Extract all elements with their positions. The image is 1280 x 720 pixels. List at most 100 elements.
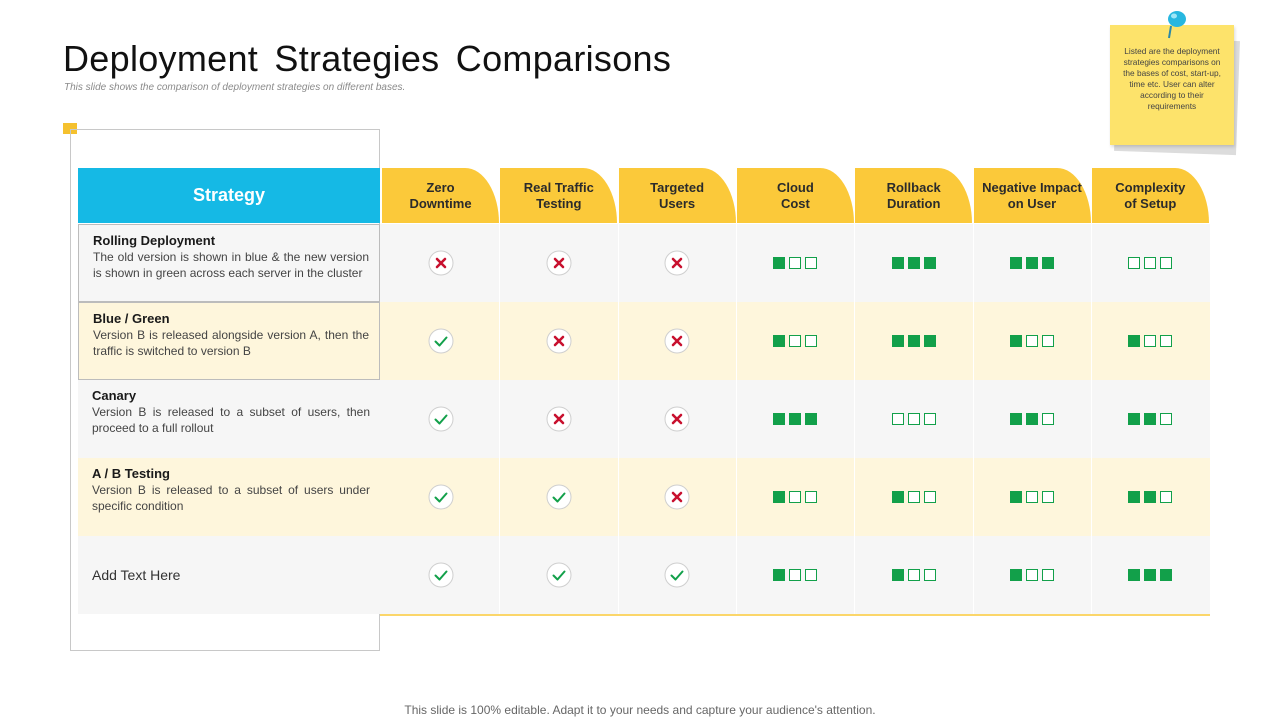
strategy-description: Version B is released to a subset of use…: [92, 483, 370, 513]
rating-square-empty: [1144, 257, 1157, 269]
rating-square-empty: [789, 569, 802, 581]
rating-squares: [891, 413, 936, 425]
check-icon: [428, 562, 453, 588]
check-icon: [428, 406, 453, 432]
rating-square-empty: [1160, 335, 1173, 347]
cross-icon: [546, 406, 572, 432]
cross-icon: [664, 484, 690, 510]
strategy-name: Blue / Green: [93, 311, 170, 326]
rating-square-empty: [1160, 413, 1173, 425]
rating-square-empty: [1144, 335, 1157, 347]
rating-square-empty: [805, 257, 818, 269]
cross-icon: [664, 328, 690, 354]
rating-cell: [1092, 380, 1209, 458]
page-title: Deployment Strategies Comparisons: [63, 38, 672, 79]
rating-cell: [1092, 536, 1209, 614]
column-divider: [854, 224, 856, 614]
rating-squares: [773, 335, 818, 347]
column-divider: [1090, 224, 1092, 614]
rating-cell: [737, 458, 854, 536]
rating-squares: [1128, 413, 1173, 425]
page-subtitle: This slide shows the comparison of deplo…: [64, 82, 406, 93]
rating-cell: [855, 224, 972, 302]
rating-square-empty: [1026, 491, 1038, 503]
rating-square-filled: [773, 257, 786, 269]
rating-square-empty: [789, 491, 802, 503]
rating-cell: [974, 302, 1091, 380]
rating-squares: [1010, 491, 1054, 503]
strategy-description: The old version is shown in blue & the n…: [93, 250, 369, 280]
rating-squares: [1128, 335, 1173, 347]
rating-square-empty: [1026, 569, 1038, 581]
sticky-note-text: Listed are the deployment strategies com…: [1123, 46, 1221, 111]
column-divider: [499, 224, 501, 614]
rating-squares: [1010, 257, 1054, 269]
rating-square-empty: [805, 569, 818, 581]
strategy-name: A / B Testing: [92, 466, 170, 481]
check-icon: [546, 562, 572, 588]
rating-square-filled: [1010, 491, 1022, 503]
accent-square: [63, 123, 77, 134]
header-col-sublabel: of Setup: [1124, 195, 1177, 211]
header-col-2: Real Traffic Testing: [500, 168, 618, 223]
rating-square-empty: [789, 335, 802, 347]
rating-squares: [1010, 335, 1054, 347]
rating-squares: [1010, 413, 1054, 425]
rating-square-filled: [1128, 335, 1141, 347]
rating-square-filled: [907, 335, 920, 347]
rating-squares: [891, 491, 936, 503]
cross-icon: [664, 250, 690, 276]
rating-square-empty: [805, 335, 818, 347]
rating-squares: [891, 335, 936, 347]
rating-square-filled: [891, 569, 904, 581]
check-icon: [428, 328, 453, 354]
strategy-description: Version B is released to a subset of use…: [92, 405, 370, 435]
strategy-placeholder[interactable]: Add Text Here: [92, 567, 181, 583]
header-col-sublabel: Cost: [780, 195, 810, 211]
rating-square-filled: [1128, 569, 1141, 581]
rating-square-filled: [1128, 491, 1141, 503]
rating-square-empty: [1026, 335, 1038, 347]
rating-square-empty: [923, 413, 936, 425]
strategy-cell: Canary Version B is released to a subset …: [78, 380, 380, 458]
rating-cell: [737, 224, 854, 302]
rating-squares: [773, 257, 818, 269]
header-col-label: Zero: [426, 179, 455, 195]
header-col-label: Real Traffic: [523, 179, 594, 195]
rating-square-empty: [907, 413, 920, 425]
rating-square-empty: [1042, 491, 1054, 503]
rating-squares: [773, 569, 818, 581]
status-cell: [500, 458, 617, 536]
rating-square-filled: [923, 257, 936, 269]
cross-icon: [546, 328, 572, 354]
column-divider: [972, 224, 974, 614]
rating-square-empty: [1042, 335, 1054, 347]
header-col-label: Complexity: [1115, 179, 1186, 195]
rating-square-filled: [1144, 413, 1157, 425]
strategy-name: Canary: [92, 388, 137, 403]
footer-note: This slide is 100% editable. Adapt it to…: [404, 703, 876, 717]
status-cell: [619, 380, 736, 458]
rating-square-filled: [1144, 569, 1157, 581]
rating-square-filled: [1128, 413, 1141, 425]
header-col-3: Targeted Users: [618, 168, 736, 223]
rating-cell: [855, 302, 972, 380]
rating-cell: [974, 458, 1091, 536]
header-col-sublabel: on User: [1007, 195, 1057, 211]
status-cell: [619, 302, 736, 380]
rating-square-empty: [1042, 569, 1054, 581]
rating-squares: [1128, 569, 1173, 581]
rating-cell: [974, 380, 1091, 458]
rating-cell: [737, 302, 854, 380]
rating-square-filled: [1026, 413, 1038, 425]
rating-square-filled: [907, 257, 920, 269]
header-col-1: Zero Downtime: [382, 168, 499, 223]
rating-cell: [974, 224, 1091, 302]
header-col-label: Targeted: [650, 179, 705, 195]
header-col-5: Rollback Duration: [855, 168, 973, 223]
rating-square-filled: [773, 335, 786, 347]
pushpin-icon: [1168, 11, 1186, 39]
rating-square-filled: [805, 413, 818, 425]
rating-square-empty: [1128, 257, 1141, 269]
status-cell: [500, 224, 617, 302]
